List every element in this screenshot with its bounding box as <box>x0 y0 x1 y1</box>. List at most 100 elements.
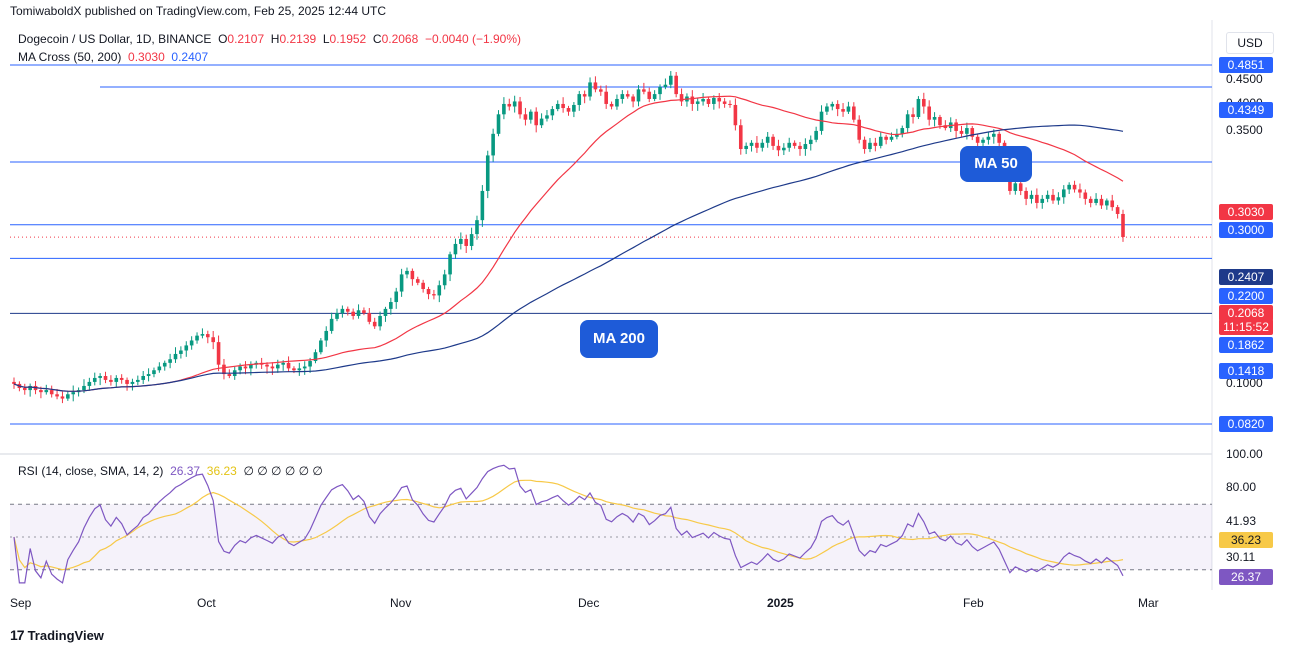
candle-body <box>561 103 565 109</box>
candle-body <box>1035 194 1039 203</box>
candle-body <box>911 114 915 117</box>
candle-body <box>189 340 194 346</box>
candle-body <box>604 91 608 104</box>
candle-body <box>642 89 646 92</box>
candle-body <box>491 133 495 156</box>
candle-body <box>841 109 845 112</box>
candle-body <box>302 366 307 369</box>
candle-body <box>308 361 312 367</box>
rsi-legend[interactable]: RSI (14, close, SMA, 14, 2) 26.37 36.23 … <box>18 464 323 478</box>
candle-body <box>345 308 350 312</box>
candle-body <box>787 142 792 148</box>
candle-body <box>98 376 102 378</box>
price-axis-label: 0.4500 <box>1226 72 1263 87</box>
candle-body <box>873 142 878 146</box>
candle-body <box>878 136 883 146</box>
candle-body <box>469 234 474 246</box>
candle-body <box>437 285 442 296</box>
ma200-value: 0.2407 <box>171 50 209 64</box>
candle-body <box>609 103 614 107</box>
candle-body <box>200 334 205 336</box>
candle-body <box>1024 190 1028 199</box>
candle-body <box>372 321 377 327</box>
candle-body <box>916 98 921 117</box>
candle-body <box>1094 198 1098 203</box>
ma-label: MA Cross (50, 200) <box>18 50 122 64</box>
candle-body <box>857 119 862 140</box>
candle-body <box>286 362 291 369</box>
candle-body <box>895 133 899 137</box>
currency-button[interactable]: USD <box>1226 32 1274 54</box>
candle-body <box>114 377 119 382</box>
candle-body <box>835 103 840 110</box>
candle-body <box>44 390 49 393</box>
candle-body <box>464 238 469 246</box>
candle-body <box>405 270 409 275</box>
candle-body <box>900 128 905 134</box>
candle-body <box>927 106 931 120</box>
candle-body <box>367 313 372 322</box>
candle-body <box>340 308 345 314</box>
candle-body <box>981 139 985 143</box>
candle-body <box>1013 183 1018 191</box>
candle-body <box>28 385 32 391</box>
candle-body <box>1051 194 1055 201</box>
candle-body <box>529 111 533 120</box>
candle-body <box>162 362 167 367</box>
tradingview-logo-text: TradingView <box>27 627 104 643</box>
candle-body <box>119 377 124 380</box>
candle-body <box>970 128 975 137</box>
price-tag: 0.4349 <box>1219 102 1273 118</box>
candle-body <box>22 388 27 391</box>
candle-body <box>663 84 668 88</box>
candle-body <box>103 376 108 380</box>
candle-body <box>399 274 404 292</box>
symbol-title[interactable]: Dogecoin / US Dollar, 1D, BINANCE <box>18 32 212 46</box>
rsi-axis-label: 30.11 <box>1226 550 1256 564</box>
candle-body <box>1121 213 1125 237</box>
candle-body <box>733 104 738 126</box>
tradingview-logo[interactable]: 17 TradingView <box>10 627 104 643</box>
candle-body <box>1083 192 1088 199</box>
candle-body <box>776 145 781 151</box>
price-tag: 0.3030 <box>1219 204 1273 220</box>
candle-body <box>668 75 673 85</box>
candle-body <box>647 91 652 99</box>
time-axis-label: Sep <box>10 596 32 610</box>
candle-body <box>173 353 178 360</box>
price-tag: 0.3000 <box>1219 222 1273 238</box>
candle-body <box>905 114 910 129</box>
ma-legend[interactable]: MA Cross (50, 200) 0.3030 0.2407 <box>18 50 208 64</box>
time-axis-label: Feb <box>963 596 984 610</box>
open-key: O <box>218 32 228 46</box>
candle-body <box>238 366 242 371</box>
candle-body <box>362 310 366 314</box>
candle-body <box>518 101 522 115</box>
high-key: H <box>270 32 280 46</box>
candle-body <box>722 101 727 104</box>
time-axis-label: Dec <box>578 596 600 610</box>
rsi-tag: 36.23 <box>1219 532 1273 548</box>
candle-body <box>453 243 458 255</box>
candle-body <box>222 364 226 375</box>
candle-body <box>496 114 501 134</box>
candle-body <box>712 97 716 104</box>
candle-body <box>297 368 302 371</box>
candle-body <box>991 133 996 137</box>
candle-body <box>211 337 215 343</box>
candle-body <box>432 294 436 296</box>
ma50-line <box>13 95 1124 392</box>
candle-body <box>351 311 355 316</box>
symbol-legend: Dogecoin / US Dollar, 1D, BINANCE O0.210… <box>18 32 521 46</box>
candle-body <box>125 379 129 384</box>
candle-body <box>572 104 576 112</box>
candle-body <box>130 381 135 384</box>
candle-body <box>545 115 549 119</box>
candle-body <box>249 364 253 369</box>
candle-body <box>792 142 797 146</box>
candle-body <box>728 103 732 105</box>
candle-body <box>884 136 888 140</box>
candle-body <box>965 128 969 134</box>
candle-body <box>1061 189 1066 198</box>
